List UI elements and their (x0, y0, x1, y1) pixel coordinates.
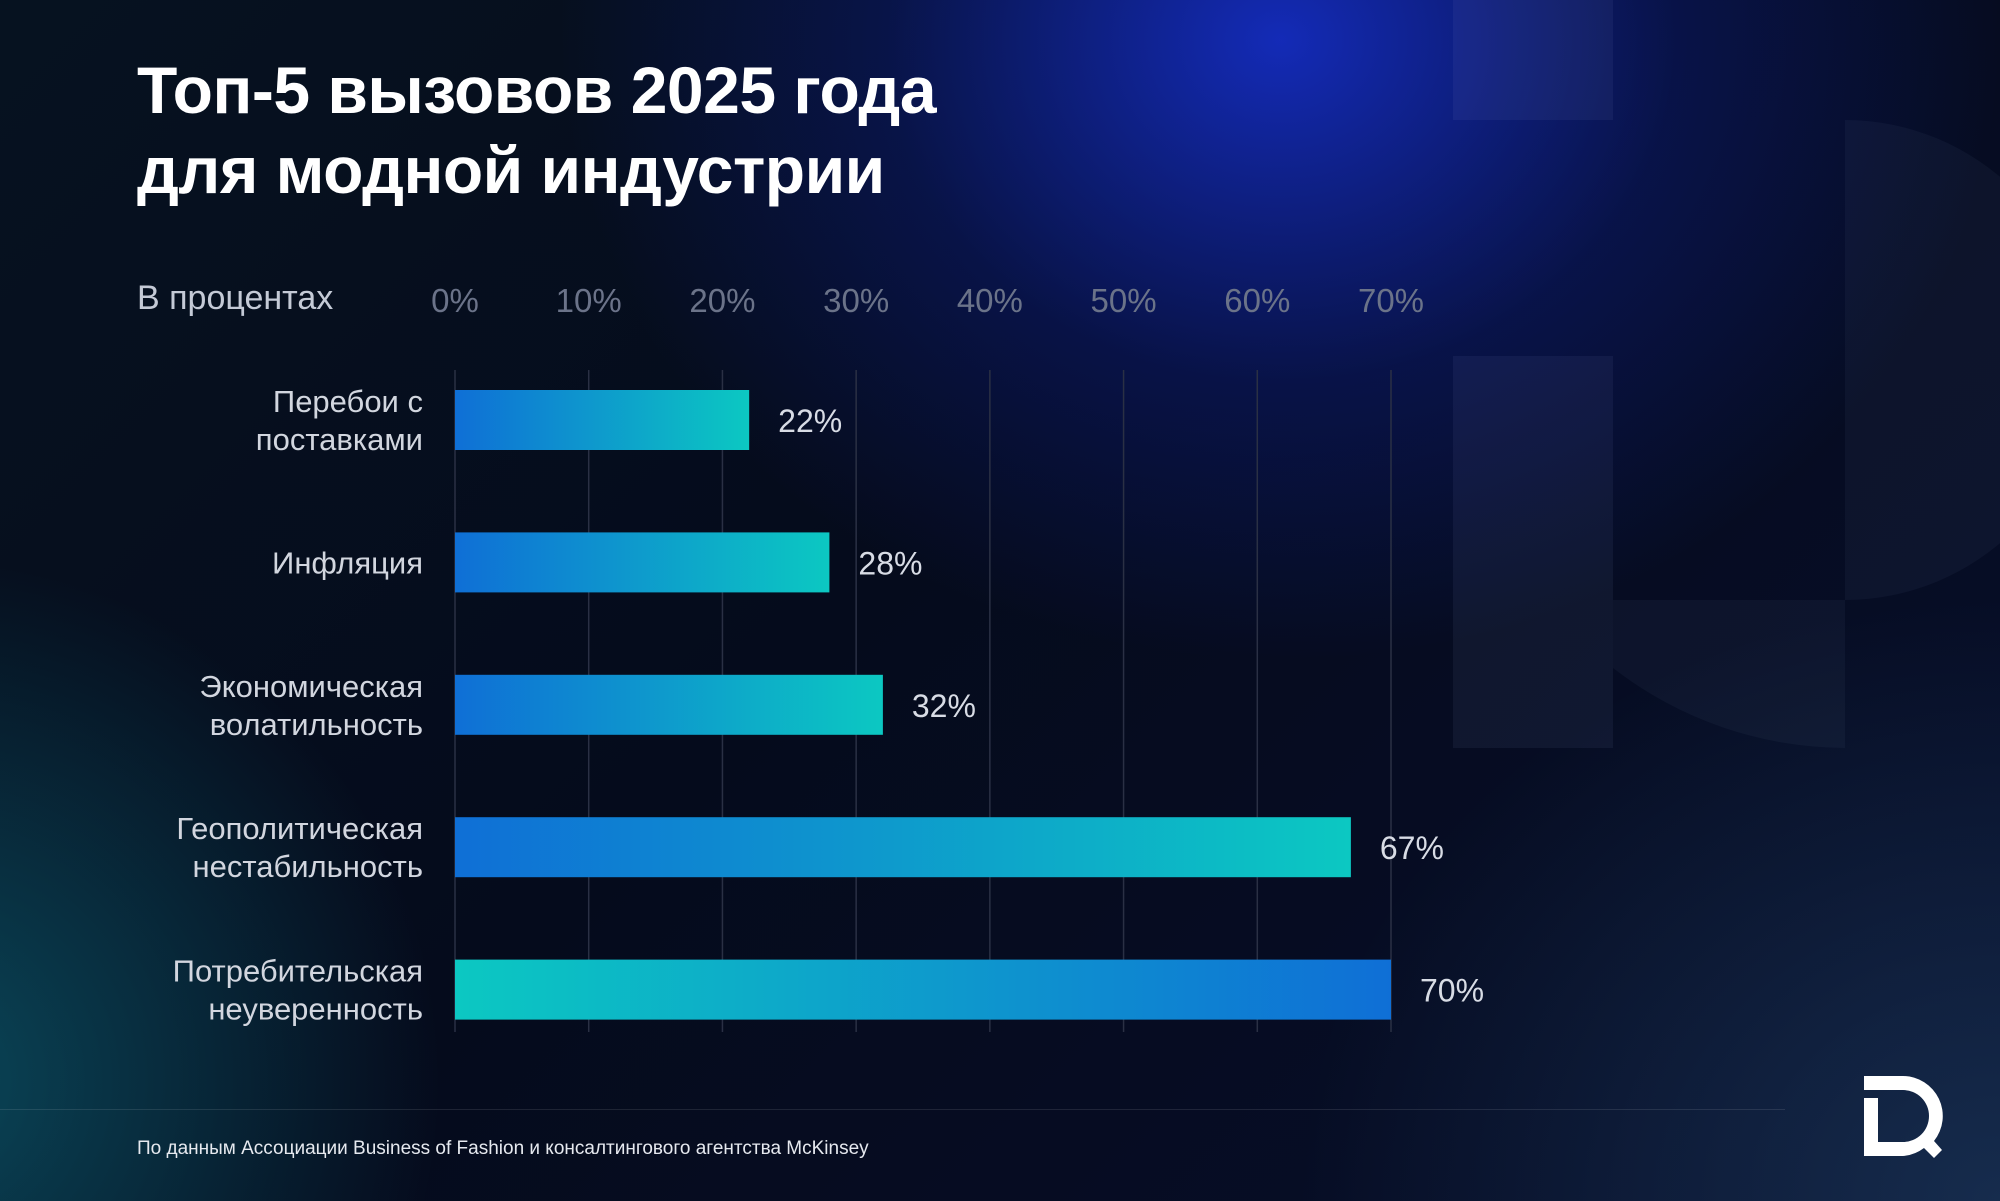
page-title-line-1: Топ-5 вызовов 2025 года (137, 53, 937, 127)
bar-value-label: 28% (858, 545, 922, 581)
category-label: Потребительская (173, 954, 423, 989)
category-label: поставками (256, 422, 423, 457)
x-tick-label: 40% (957, 282, 1023, 319)
category-label: Инфляция (272, 545, 423, 580)
x-tick-label: 70% (1358, 282, 1424, 319)
x-tick-label: 10% (556, 282, 622, 319)
x-tick-label: 20% (689, 282, 755, 319)
category-label: волатильность (210, 707, 423, 742)
page-title-line-2: для модной индустрии (137, 133, 885, 207)
category-label: Перебои с (273, 384, 423, 419)
source-note: По данным Ассоциации Business of Fashion… (137, 1138, 869, 1159)
page-title: Топ-5 вызовов 2025 года для модной индус… (137, 50, 937, 210)
footer-divider (0, 1109, 1785, 1110)
bar-value-label: 32% (912, 688, 976, 724)
category-label: неуверенность (208, 992, 423, 1027)
x-tick-label: 60% (1224, 282, 1290, 319)
bar (455, 532, 830, 593)
category-label: Геополитическая (176, 811, 423, 846)
bars (455, 390, 1391, 1020)
x-tick-label: 50% (1091, 282, 1157, 319)
iq-logo-icon (1864, 1076, 1943, 1158)
x-axis-ticks: 0% 10% 20% 30% 40% 50% 60% 70% (431, 282, 1424, 319)
category-label: нестабильность (193, 849, 423, 884)
x-tick-label: 0% (431, 282, 479, 319)
category-label: Экономическая (199, 669, 423, 704)
bar (455, 817, 1351, 878)
bar-value-label: 22% (778, 403, 842, 439)
axis-unit-label: В процентах (137, 279, 334, 317)
x-tick-label: 30% (823, 282, 889, 319)
background-logo-watermark (1453, 0, 2000, 748)
bar (455, 674, 883, 735)
bar-value-label: 70% (1420, 973, 1484, 1009)
bar (455, 959, 1391, 1020)
bar (455, 390, 750, 450)
bar-value-label: 67% (1380, 830, 1444, 866)
